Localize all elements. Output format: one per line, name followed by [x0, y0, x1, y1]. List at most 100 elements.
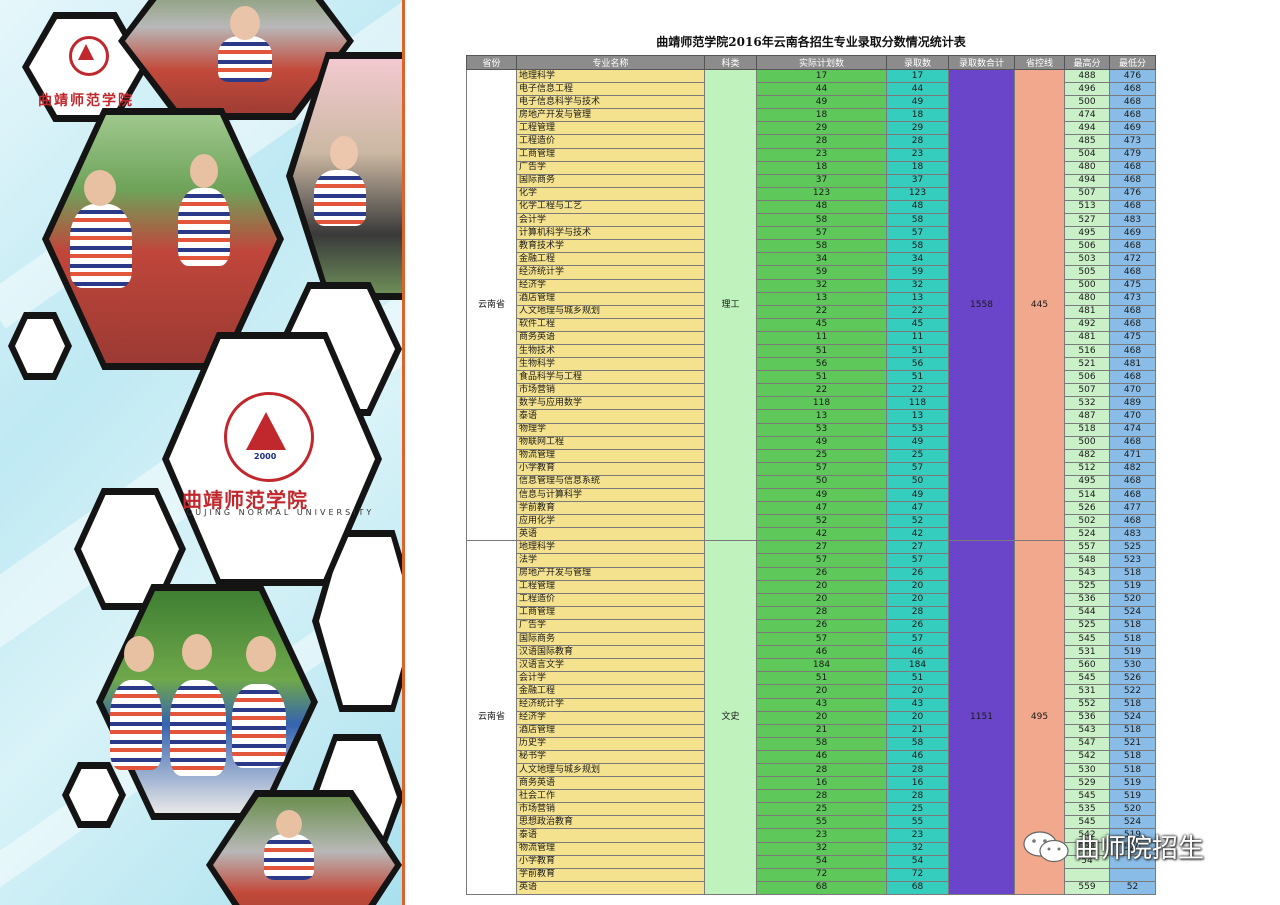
- decorative-hexagon: [62, 762, 126, 828]
- max-score-cell: 542: [1064, 749, 1110, 764]
- enrolled-count-cell: 13: [886, 409, 949, 424]
- major-name-cell: 学前教育: [516, 867, 705, 882]
- decorative-panel: 曲靖师范学院 2000 曲靖师范学院 QUJING NORMAL UNIVERS…: [0, 0, 404, 905]
- panel-divider: [402, 0, 405, 905]
- min-score-cell: 518: [1109, 749, 1156, 764]
- enrolled-total-cell: 1151: [948, 540, 1015, 895]
- table-row: 物流管理 25 25 482 471: [467, 448, 1156, 463]
- min-score-cell: 483: [1109, 213, 1156, 228]
- max-score-cell: 480: [1064, 160, 1110, 175]
- min-score-cell: 518: [1109, 697, 1156, 712]
- major-name-cell: 会计学: [516, 213, 705, 228]
- min-score-cell: 469: [1109, 121, 1156, 136]
- min-score-cell: 519: [1109, 789, 1156, 804]
- min-score-cell: 520: [1109, 592, 1156, 607]
- plan-count-cell: 51: [756, 370, 887, 385]
- enrolled-count-cell: 16: [886, 776, 949, 791]
- table-row: 汉语国际教育 46 46 531 519: [467, 645, 1156, 660]
- major-name-cell: 商务英语: [516, 776, 705, 791]
- min-score-cell: 468: [1109, 514, 1156, 529]
- min-score-cell: 468: [1109, 343, 1156, 359]
- min-score-cell: 468: [1109, 95, 1156, 110]
- min-score-cell: 52: [1109, 880, 1156, 895]
- plan-count-cell: 43: [756, 697, 887, 712]
- max-score-cell: 529: [1064, 776, 1110, 791]
- min-score-cell: 520: [1109, 841, 1156, 856]
- major-name-cell: 工程管理: [516, 579, 705, 594]
- max-score-cell: 536: [1064, 710, 1110, 725]
- enrolled-count-cell: 57: [886, 553, 949, 568]
- enrolled-count-cell: 51: [886, 370, 949, 385]
- plan-count-cell: 28: [756, 605, 887, 620]
- header-enrolled: 录取数: [886, 55, 949, 70]
- table-row: 工程管理 29 29 494 469: [467, 121, 1156, 136]
- min-score-cell: 469: [1109, 226, 1156, 241]
- min-score-cell: 518: [1109, 632, 1156, 647]
- max-score-cell: 542: [1064, 828, 1110, 843]
- table-row: 金融工程 34 34 503 472: [467, 252, 1156, 267]
- table-row: 食品科学与工程 51 51 506 468: [467, 370, 1156, 385]
- enrolled-count-cell: 54: [886, 854, 949, 869]
- enrolled-count-cell: 123: [886, 186, 949, 201]
- min-score-cell: 470: [1109, 383, 1156, 398]
- enrolled-count-cell: 17: [886, 68, 949, 84]
- max-score-cell: 545: [1064, 671, 1110, 686]
- major-name-cell: 小学教育: [516, 854, 705, 869]
- plan-count-cell: 57: [756, 632, 887, 647]
- major-name-cell: 金融工程: [516, 684, 705, 699]
- enrolled-count-cell: 34: [886, 252, 949, 267]
- province-cell: 云南省: [466, 68, 517, 542]
- plan-count-cell: 51: [756, 343, 887, 359]
- max-score-cell: 494: [1064, 173, 1110, 188]
- table-row: 房地产开发与管理 26 26 543 518: [467, 566, 1156, 581]
- province-cell: 云南省: [466, 540, 517, 895]
- major-name-cell: 广告学: [516, 618, 705, 634]
- max-score-cell: 482: [1064, 448, 1110, 463]
- student-photo-hexagon: [206, 790, 402, 905]
- header-max-score: 最高分: [1064, 55, 1110, 70]
- max-score-cell: 504: [1064, 147, 1110, 162]
- major-name-cell: 房地产开发与管理: [516, 566, 705, 581]
- max-score-cell: 494: [1064, 121, 1110, 136]
- enrolled-count-cell: 26: [886, 566, 949, 581]
- major-name-cell: 食品科学与工程: [516, 370, 705, 385]
- enrolled-count-cell: 55: [886, 815, 949, 830]
- enrolled-count-cell: 56: [886, 357, 949, 372]
- major-name-cell: 物理学: [516, 422, 705, 437]
- major-name-cell: 广告学: [516, 160, 705, 175]
- major-name-cell: 地理科学: [516, 540, 705, 555]
- min-score-cell: 483: [1109, 527, 1156, 542]
- plan-count-cell: 17: [756, 68, 887, 84]
- max-score-cell: 532: [1064, 396, 1110, 411]
- table-row: 云南省 地理科学 文史 27 27 1151 495 557 525: [466, 540, 1156, 895]
- plan-count-cell: 13: [756, 409, 887, 424]
- enrolled-count-cell: 28: [886, 789, 949, 804]
- major-name-cell: 英语: [516, 527, 705, 542]
- max-score-cell: 500: [1064, 435, 1110, 450]
- min-score-cell: 468: [1109, 317, 1156, 332]
- student-photo-hexagon: [96, 584, 318, 820]
- min-score-cell: [1109, 867, 1156, 882]
- max-score-cell: 524: [1064, 527, 1110, 542]
- header-min-score: 最低分: [1109, 55, 1156, 70]
- plan-count-cell: 25: [756, 802, 887, 817]
- major-name-cell: 工程造价: [516, 592, 705, 607]
- plan-count-cell: 53: [756, 422, 887, 437]
- control-line-cell: 445: [1014, 68, 1065, 542]
- max-score-cell: 495: [1064, 474, 1110, 490]
- major-name-cell: 经济学: [516, 710, 705, 725]
- major-name-cell: 计算机科学与技术: [516, 226, 705, 241]
- table-row: 法学 57 57 548 523: [467, 553, 1156, 568]
- major-name-cell: 秘书学: [516, 749, 705, 764]
- major-name-cell: 电子信息工程: [516, 82, 705, 97]
- plan-count-cell: 28: [756, 762, 887, 778]
- min-score-cell: 524: [1109, 605, 1156, 620]
- plan-count-cell: 16: [756, 776, 887, 791]
- enrolled-count-cell: 52: [886, 514, 949, 529]
- max-score-cell: 474: [1064, 108, 1110, 123]
- enrolled-count-cell: 58: [886, 213, 949, 228]
- max-score-cell: 559: [1064, 880, 1110, 895]
- plan-count-cell: 20: [756, 592, 887, 607]
- min-score-cell: 468: [1109, 108, 1156, 123]
- max-score-cell: 530: [1064, 762, 1110, 778]
